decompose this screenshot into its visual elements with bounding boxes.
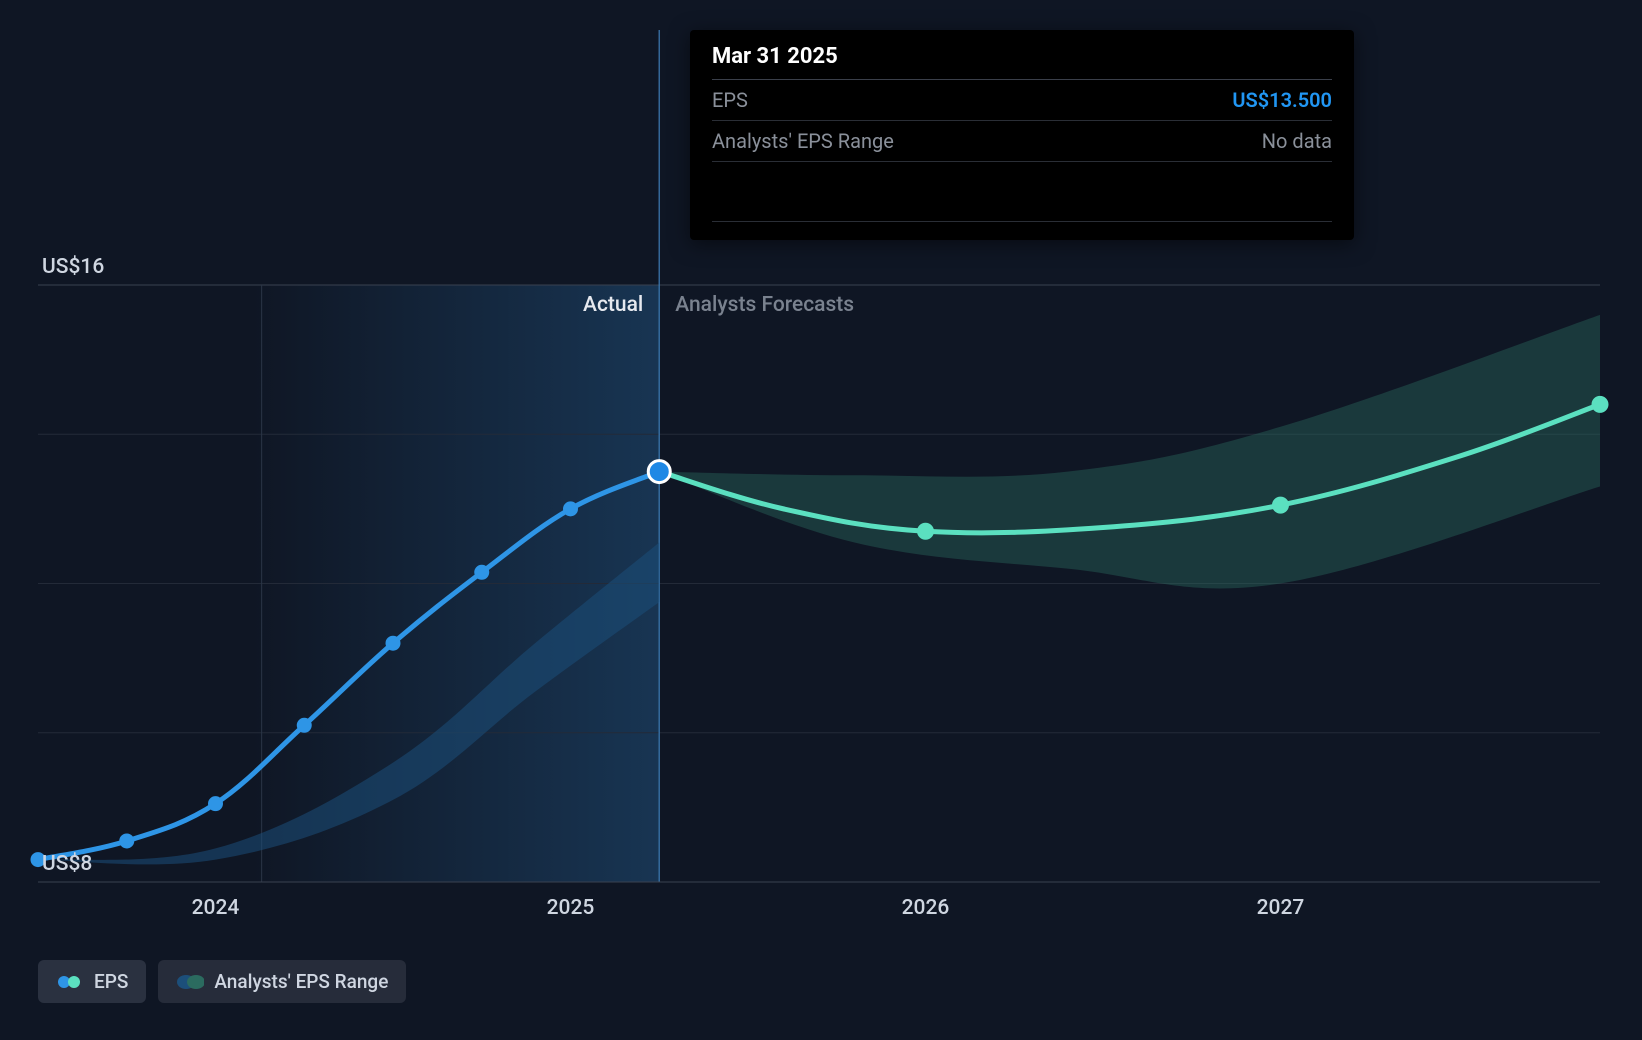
legend-swatch-icon <box>176 973 204 991</box>
tooltip-row-value: US$13.500 <box>1232 88 1332 112</box>
tooltip-row-eps: EPS US$13.500 <box>712 80 1332 121</box>
x-axis-label: 2026 <box>902 896 950 920</box>
legend-item-eps[interactable]: EPS <box>38 960 146 1003</box>
x-axis-label: 2024 <box>192 896 240 920</box>
region-label-actual: Actual <box>583 293 643 317</box>
legend-item-label: Analysts' EPS Range <box>214 970 388 993</box>
legend-item-range[interactable]: Analysts' EPS Range <box>158 960 406 1003</box>
chart-tooltip: Mar 31 2025 EPS US$13.500 Analysts' EPS … <box>690 30 1354 240</box>
y-axis-label: US$8 <box>42 852 92 876</box>
tooltip-date: Mar 31 2025 <box>712 44 1332 80</box>
region-label-forecast: Analysts Forecasts <box>675 293 854 317</box>
eps-chart: US$8 US$16 2024 2025 2026 2027 Actual An… <box>0 0 1642 1040</box>
legend-swatch-icon <box>56 973 84 991</box>
legend-item-label: EPS <box>94 970 128 993</box>
tooltip-row-value: No data <box>1262 129 1332 153</box>
tooltip-separator <box>712 162 1332 222</box>
tooltip-row-label: EPS <box>712 88 748 112</box>
chart-legend: EPS Analysts' EPS Range <box>38 960 406 1003</box>
tooltip-row-label: Analysts' EPS Range <box>712 129 894 153</box>
x-axis-label: 2025 <box>547 896 595 920</box>
tooltip-row-range: Analysts' EPS Range No data <box>712 121 1332 162</box>
y-axis-label: US$16 <box>42 255 104 279</box>
x-axis-label: 2027 <box>1257 896 1305 920</box>
